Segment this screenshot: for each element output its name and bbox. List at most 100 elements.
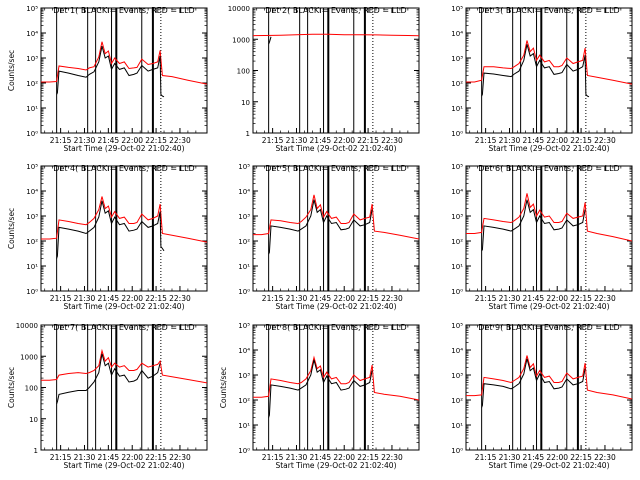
y-tick-label: 10³ [238, 372, 250, 380]
x-tick-label: 21:15 [262, 136, 284, 145]
events-series-line [56, 45, 165, 98]
lld-series-line [41, 196, 207, 243]
y-tick-label: 10⁴ [238, 188, 250, 196]
x-tick-label: 22:15 [145, 136, 167, 145]
y-tick-label: 10² [26, 80, 38, 88]
y-tick-label: 10¹ [451, 263, 463, 271]
y-tick-label: 10² [451, 238, 463, 246]
y-axis-label: Counts/sec [219, 367, 228, 408]
plot-frame [465, 165, 633, 292]
x-tick-label: 21:45 [523, 453, 545, 462]
y-tick-label: 100 [237, 68, 250, 76]
y-tick-label: 10⁵ [26, 5, 38, 13]
y-tick-label: 10⁵ [451, 163, 463, 171]
x-axis-label: Start Time (29-Oct-02 21:02:40) [63, 461, 184, 470]
plot-frame [40, 324, 208, 451]
x-tick-label: 21:30 [74, 136, 96, 145]
detector-panel-4: Det 4( BLACK = Events, RED = LLD10⁰10¹10… [7, 163, 208, 311]
y-tick-label: 10² [451, 397, 463, 405]
y-tick-label: 10⁴ [451, 188, 463, 196]
x-tick-label: 21:30 [286, 453, 308, 462]
y-tick-label: 10³ [26, 55, 38, 63]
plot-frame [252, 324, 420, 451]
x-axis-label: Start Time (29-Oct-02 21:02:40) [488, 461, 609, 470]
x-axis-label: Start Time (29-Oct-02 21:02:40) [275, 302, 396, 311]
y-tick-label: 1000 [232, 36, 250, 44]
y-tick-label: 10⁵ [451, 5, 463, 13]
x-tick-label: 21:45 [310, 453, 332, 462]
y-tick-label: 10⁰ [451, 447, 463, 455]
x-tick-label: 22:30 [169, 294, 191, 303]
x-tick-label: 22:30 [594, 294, 616, 303]
x-tick-label: 21:30 [74, 453, 96, 462]
x-tick-label: 22:00 [121, 294, 143, 303]
y-axis-label: Counts/sec [7, 50, 16, 91]
y-tick-label: 10³ [26, 213, 38, 221]
events-series-line [268, 36, 272, 45]
y-tick-label: 10⁵ [238, 322, 250, 330]
x-tick-label: 21:30 [286, 136, 308, 145]
x-tick-label: 22:30 [594, 136, 616, 145]
x-tick-label: 22:00 [121, 453, 143, 462]
lld-series-line [253, 355, 419, 401]
x-tick-label: 21:30 [499, 136, 521, 145]
detector-panel-8: Det 8( BLACK = Events, RED = LLD10⁰10¹10… [219, 322, 420, 470]
y-tick-label: 10⁰ [451, 130, 463, 138]
x-tick-label: 22:00 [333, 453, 355, 462]
y-tick-label: 10⁰ [238, 288, 250, 296]
lld-series-line [253, 33, 419, 37]
plot-frame [40, 7, 208, 134]
x-tick-label: 21:45 [98, 294, 120, 303]
y-tick-label: 10¹ [238, 263, 250, 271]
x-tick-label: 21:15 [50, 453, 72, 462]
y-tick-label: 10⁵ [451, 322, 463, 330]
x-tick-label: 22:15 [570, 136, 592, 145]
lld-series-line [41, 41, 207, 85]
y-tick-label: 10000 [16, 322, 38, 330]
x-axis-label: Start Time (29-Oct-02 21:02:40) [63, 144, 184, 153]
x-axis-label: Start Time (29-Oct-02 21:02:40) [488, 144, 609, 153]
y-tick-label: 10³ [238, 213, 250, 221]
lld-series-line [466, 193, 632, 242]
events-series-line [56, 353, 161, 404]
y-axis-label: Counts/sec [7, 367, 16, 408]
y-tick-label: 10¹ [26, 105, 38, 113]
plot-frame [465, 324, 633, 451]
events-series-line [268, 199, 373, 255]
x-tick-label: 21:15 [475, 294, 497, 303]
detector-panel-2: Det 2( BLACK = Events, RED = LLD11010010… [228, 5, 420, 153]
y-tick-label: 10¹ [26, 263, 38, 271]
plot-frame [465, 7, 633, 134]
y-tick-label: 10⁵ [238, 163, 250, 171]
y-tick-label: 1 [34, 447, 38, 455]
y-tick-label: 10⁴ [451, 347, 463, 355]
x-tick-label: 22:00 [546, 294, 568, 303]
y-tick-label: 10¹ [451, 105, 463, 113]
x-tick-label: 22:00 [333, 294, 355, 303]
lld-series-line [41, 348, 207, 384]
y-tick-label: 10² [238, 397, 250, 405]
y-tick-label: 10 [29, 416, 38, 424]
x-tick-label: 22:15 [357, 453, 379, 462]
y-tick-label: 1000 [20, 353, 38, 361]
lld-series-line [466, 40, 632, 85]
events-series-line [481, 44, 590, 98]
x-tick-label: 21:30 [74, 294, 96, 303]
y-tick-label: 10² [238, 238, 250, 246]
x-tick-label: 22:30 [169, 453, 191, 462]
plot-frame [252, 165, 420, 292]
y-tick-label: 10¹ [451, 422, 463, 430]
x-tick-label: 21:45 [523, 294, 545, 303]
y-tick-label: 10⁰ [451, 288, 463, 296]
x-tick-label: 22:15 [357, 294, 379, 303]
x-tick-label: 21:15 [262, 453, 284, 462]
y-tick-label: 10⁰ [26, 288, 38, 296]
y-tick-label: 10⁴ [26, 188, 38, 196]
x-tick-label: 21:45 [523, 136, 545, 145]
x-tick-label: 21:15 [262, 294, 284, 303]
x-tick-label: 21:45 [310, 294, 332, 303]
x-tick-label: 21:15 [50, 136, 72, 145]
x-tick-label: 22:00 [121, 136, 143, 145]
events-series-line [481, 358, 586, 408]
